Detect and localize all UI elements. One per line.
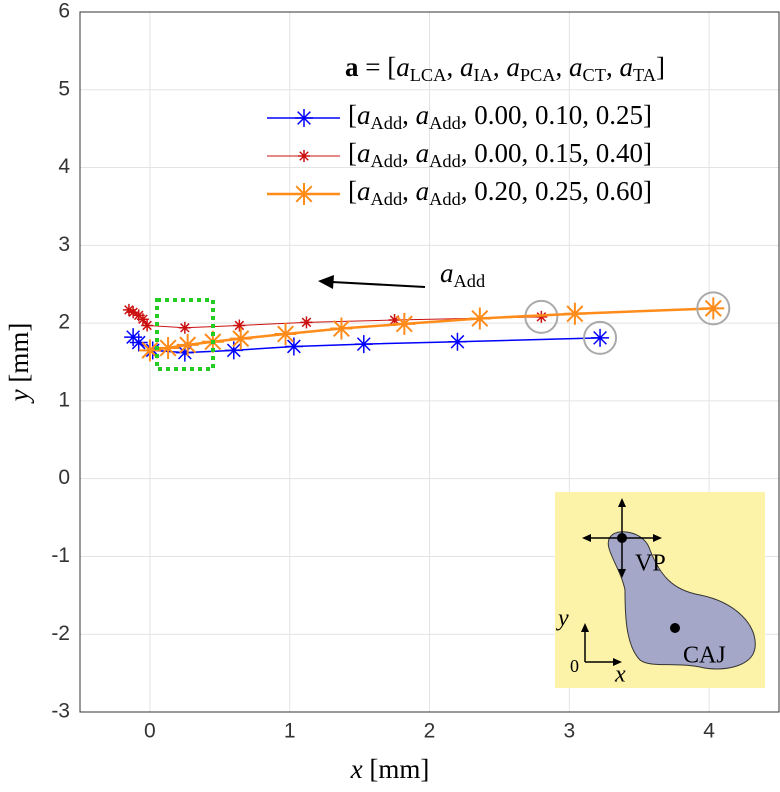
- marker: [388, 314, 401, 326]
- y-axis-label: y [mm]: [4, 323, 34, 405]
- x-axis-label: x [mm]: [350, 754, 430, 784]
- marker: [138, 339, 161, 362]
- inset: VP CAJ y x 0: [555, 492, 765, 688]
- marker: [176, 333, 199, 356]
- legend-label: [aAdd, aAdd, 0.20, 0.25, 0.60]: [348, 176, 652, 209]
- y-tick-label: 0: [58, 466, 70, 489]
- y-tick-label: 6: [58, 0, 70, 23]
- arrow: [331, 281, 426, 288]
- y-tick-label: 3: [58, 233, 70, 256]
- inset-shape: [607, 531, 756, 670]
- marker: [274, 323, 297, 345]
- y-tick-label: 5: [58, 77, 70, 100]
- legend-label: [aAdd, aAdd, 0.00, 0.10, 0.25]: [348, 100, 652, 133]
- y-tick-label: -2: [51, 622, 70, 645]
- marker: [563, 302, 586, 325]
- x-tick-label: 1: [284, 720, 296, 743]
- inset-label: VP: [635, 551, 666, 577]
- marker: [175, 343, 194, 362]
- legend-title: a = [aLCA, aIA, aPCA, aCT, aTA]: [345, 52, 665, 85]
- y-tick-label: 2: [58, 311, 70, 334]
- zoom-box: [155, 298, 215, 371]
- marker: [129, 333, 148, 352]
- legend: [aAdd, aAdd, 0.00, 0.10, 0.25] [aAdd, aAd…: [267, 100, 652, 209]
- plot-area: [122, 291, 731, 362]
- marker: [141, 319, 154, 332]
- endpoint-ring: [583, 320, 618, 355]
- marker: [448, 332, 467, 351]
- inset-label: y: [556, 606, 569, 632]
- inset-label: x: [614, 662, 626, 688]
- marker: [468, 307, 491, 330]
- marker: [535, 310, 548, 323]
- marker: [233, 319, 246, 332]
- y-tick-label: -1: [51, 544, 70, 567]
- plot-frame: [79, 11, 780, 713]
- inset-arrows: [584, 502, 658, 663]
- marker: [300, 316, 313, 329]
- x-tick-label: 4: [703, 720, 715, 743]
- inset-arrowheads: [581, 498, 662, 666]
- marker: [136, 313, 149, 326]
- marker: [284, 337, 303, 356]
- inset-label: 0: [570, 656, 579, 676]
- marker: [393, 312, 416, 335]
- marker: [127, 306, 140, 319]
- x-tick-label: 0: [144, 720, 156, 743]
- legend-marker: [298, 150, 310, 162]
- marker: [224, 341, 243, 360]
- marker: [354, 335, 373, 354]
- marker: [702, 297, 725, 320]
- inset-label: CAJ: [683, 643, 726, 669]
- y-tick-label: -3: [51, 700, 70, 723]
- marker: [330, 317, 353, 340]
- endpoint-ring: [696, 291, 731, 326]
- inset-dot: [670, 623, 680, 633]
- marker: [122, 303, 135, 316]
- y-tick-label: 1: [58, 388, 70, 411]
- series-line: [128, 309, 542, 329]
- y-tick-label: 4: [58, 155, 70, 178]
- legend-marker: [295, 109, 313, 127]
- marker: [157, 337, 180, 359]
- series-line: [132, 336, 601, 354]
- marker: [591, 328, 610, 347]
- x-tick-label: 3: [563, 720, 575, 743]
- marker: [229, 327, 252, 350]
- arrow-head: [318, 275, 334, 289]
- marker: [178, 321, 191, 334]
- arrow-label: aAdd: [440, 258, 485, 291]
- legend-label: [aAdd, aAdd, 0.00, 0.15, 0.40]: [348, 138, 652, 171]
- x-tick-label: 2: [424, 720, 436, 743]
- legend-marker: [293, 183, 315, 205]
